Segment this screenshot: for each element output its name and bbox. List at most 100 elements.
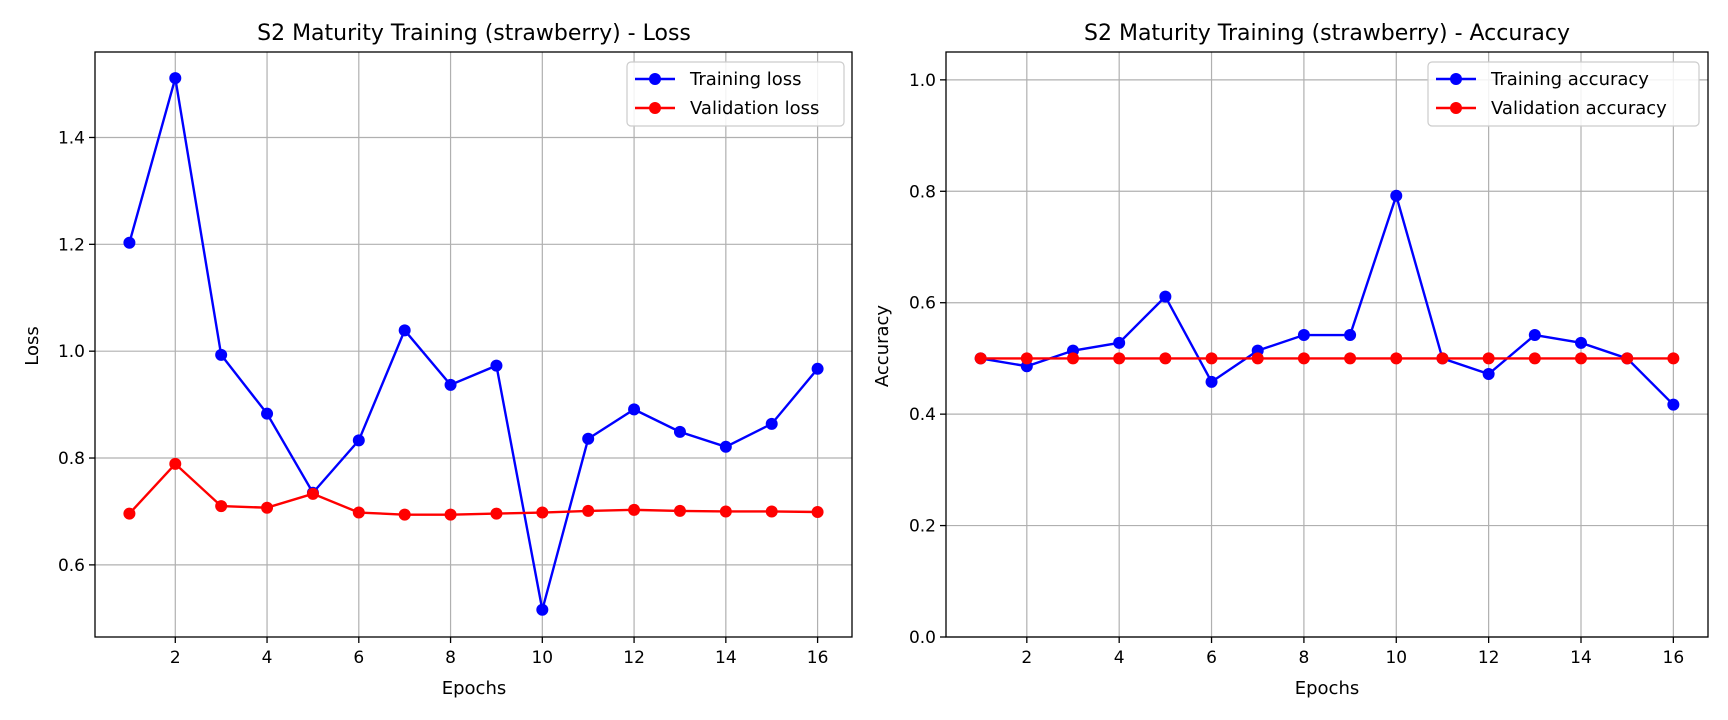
- accuracy-legend-training-marker: [1450, 73, 1462, 85]
- validation-loss-point: [582, 504, 595, 517]
- accuracy-x-tick-label: 14: [1570, 648, 1592, 668]
- accuracy-y-tick-label: 0.6: [909, 294, 936, 314]
- training-loss-point: [811, 362, 824, 375]
- accuracy-legend-training-label: Training accuracy: [1490, 69, 1649, 90]
- training-loss-point: [123, 236, 136, 249]
- validation-loss-point: [123, 507, 136, 520]
- validation-accuracy-point: [1205, 352, 1218, 365]
- validation-loss-point: [306, 487, 319, 500]
- accuracy-chart-title: S2 Maturity Training (strawberry) - Accu…: [1084, 21, 1570, 46]
- loss-chart-x-axis-label: Epochs: [442, 678, 507, 699]
- training-loss-point: [536, 603, 549, 616]
- training-loss-point: [215, 348, 228, 361]
- training-loss-point: [765, 417, 778, 430]
- training-accuracy-point: [1297, 329, 1310, 342]
- validation-accuracy-point: [1667, 352, 1680, 365]
- training-accuracy-line: [980, 191, 1675, 406]
- accuracy-legend-box: [1427, 61, 1700, 127]
- training-accuracy-point: [1390, 189, 1403, 202]
- accuracy-chart: S2 Maturity Training (strawberry) - Accu…: [872, 21, 1709, 699]
- validation-accuracy-point: [1067, 352, 1079, 365]
- accuracy-plot-frame: [945, 51, 1709, 638]
- accuracy-chart-y-axis-label: Accuracy: [872, 305, 893, 388]
- accuracy-x-tick-label: 8: [1298, 648, 1309, 668]
- loss-x-tick-label: 10: [531, 648, 553, 668]
- training-loss-point: [673, 425, 686, 438]
- loss-x-tick-label: 14: [715, 648, 737, 668]
- validation-loss-point: [490, 507, 503, 520]
- loss-x-tick-label: 2: [170, 648, 181, 668]
- validation-loss-point: [673, 504, 686, 517]
- validation-loss-point: [398, 508, 411, 521]
- accuracy-y-tick-label: 0.2: [909, 517, 936, 537]
- loss-legend: Training loss Validation loss: [626, 61, 845, 127]
- training-accuracy-point: [1667, 398, 1680, 411]
- training-loss-point: [719, 440, 732, 453]
- validation-accuracy-point: [1621, 352, 1634, 365]
- accuracy-y-tick-label: 0.8: [909, 182, 936, 202]
- validation-loss-point: [169, 457, 182, 470]
- loss-x-tick-label: 12: [623, 648, 645, 668]
- loss-legend-validation-label: Validation loss: [690, 98, 819, 119]
- validation-accuracy-point: [1575, 352, 1587, 365]
- training-loss-point: [261, 407, 274, 420]
- validation-accuracy-point: [1159, 352, 1172, 365]
- loss-y-tick-label: 0.6: [58, 556, 85, 576]
- loss-y-tick-label: 1.2: [58, 235, 85, 255]
- validation-accuracy-point: [974, 352, 987, 365]
- validation-loss-line: [128, 462, 818, 516]
- loss-legend-validation-marker: [649, 102, 661, 114]
- validation-loss-point: [261, 501, 274, 514]
- loss-legend-training-marker: [649, 73, 661, 85]
- validation-accuracy-point: [1251, 352, 1264, 365]
- loss-legend-box: [626, 61, 845, 127]
- validation-accuracy-point: [1436, 352, 1449, 365]
- loss-y-tick-label: 1.0: [58, 342, 85, 362]
- loss-x-tick-label: 8: [445, 648, 456, 668]
- accuracy-legend: Training accuracy Validation accuracy: [1427, 61, 1700, 127]
- accuracy-x-tick-label: 16: [1663, 648, 1685, 668]
- accuracy-x-tick-label: 4: [1114, 648, 1125, 668]
- loss-legend-training-label: Training loss: [689, 69, 802, 90]
- loss-chart-title: S2 Maturity Training (strawberry) - Loss: [257, 21, 691, 46]
- training-loss-point: [444, 378, 457, 391]
- training-loss-point: [169, 72, 182, 85]
- training-loss-point: [628, 403, 641, 416]
- validation-loss-point: [444, 508, 457, 521]
- accuracy-y-tick-label: 1.0: [909, 71, 936, 91]
- loss-x-tick-label: 16: [807, 648, 829, 668]
- accuracy-x-tick-label: 2: [1021, 648, 1032, 668]
- validation-accuracy-point: [1113, 352, 1126, 365]
- validation-accuracy-point: [1344, 352, 1357, 365]
- training-loss-point: [352, 434, 365, 447]
- training-accuracy-point: [1575, 336, 1587, 349]
- accuracy-x-tick-label: 6: [1206, 648, 1217, 668]
- training-accuracy-point: [1159, 290, 1172, 303]
- validation-loss-point: [811, 505, 824, 518]
- validation-accuracy-point: [1482, 352, 1495, 365]
- training-loss-point: [490, 359, 503, 372]
- training-accuracy-point: [1482, 368, 1495, 381]
- validation-loss-point: [719, 505, 732, 518]
- validation-loss-point: [628, 503, 641, 516]
- validation-loss-point: [536, 506, 549, 519]
- validation-accuracy-point: [1528, 352, 1541, 365]
- validation-accuracy-point: [1020, 352, 1033, 365]
- training-accuracy-point: [1528, 329, 1541, 342]
- loss-chart-y-axis-label: Loss: [22, 326, 43, 365]
- loss-y-tick-label: 0.8: [58, 449, 85, 469]
- training-accuracy-point: [1344, 329, 1357, 342]
- validation-accuracy-point: [1297, 352, 1310, 365]
- accuracy-chart-x-axis-label: Epochs: [1295, 678, 1360, 699]
- accuracy-y-tick-label: 0.4: [909, 405, 936, 425]
- accuracy-legend-validation-label: Validation accuracy: [1491, 98, 1667, 119]
- training-loss-point: [582, 432, 595, 445]
- accuracy-x-tick-label: 12: [1478, 648, 1500, 668]
- accuracy-x-tick-label: 10: [1385, 648, 1407, 668]
- accuracy-y-tick-label: 0.0: [909, 628, 936, 648]
- training-loss-line: [128, 77, 819, 611]
- validation-loss-point: [765, 505, 778, 518]
- loss-y-tick-label: 1.4: [58, 128, 85, 148]
- training-accuracy-point: [1113, 336, 1126, 349]
